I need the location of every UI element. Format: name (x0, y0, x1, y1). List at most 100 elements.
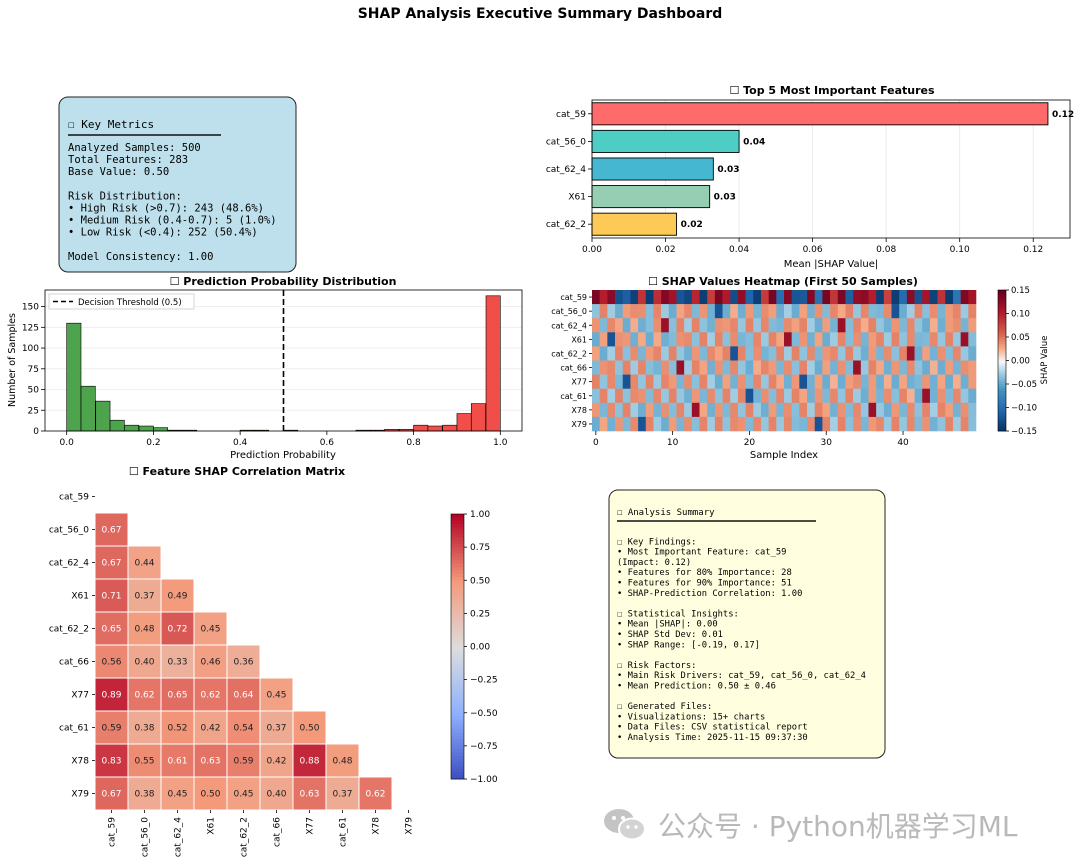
shap-heatmap-cell (661, 304, 670, 319)
shap-heatmap-cell (722, 304, 731, 319)
shap-colorbar-segment (998, 351, 1006, 354)
correlation-col-label: cat_66 (273, 817, 283, 847)
shap-heatmap-cell (768, 304, 777, 319)
correlation-colorbar-segment (451, 550, 464, 555)
shap-heatmap-cell (760, 332, 769, 347)
correlation-cell (193, 710, 228, 745)
correlation-colorbar-segment (451, 706, 464, 710)
key-metrics-line: Base Value: 0.50 (68, 166, 169, 178)
analysis-summary-line: • SHAP-Prediction Correlation: 1.00 (617, 589, 802, 599)
shap-heatmap-cell (906, 346, 915, 361)
shap-heatmap-cell (737, 374, 746, 389)
shap-heatmap-cell (868, 304, 877, 319)
histogram-title: ☐ Prediction Probability Distribution (170, 275, 397, 288)
shap-heatmap-cell (676, 346, 685, 361)
shap-heatmap-cell (676, 304, 685, 319)
shap-heatmap-cell (699, 318, 708, 333)
shap-heatmap-cell (807, 346, 816, 361)
shap-heatmap-cell (929, 318, 938, 333)
shap-heatmap-cell (845, 318, 854, 333)
shap-heatmap-cell (830, 388, 839, 404)
shap-heatmap-cell (868, 374, 877, 389)
shap-heatmap-cell (776, 388, 785, 404)
correlation-colorbar-segment (451, 676, 464, 681)
shap-heatmap-cell (730, 388, 739, 404)
shap-heatmap-cell (622, 346, 631, 361)
correlation-colorbar-segment (451, 712, 464, 717)
shap-colorbar-tick-label: −0.05 (1011, 380, 1037, 390)
shap-heatmap-cell (653, 318, 662, 333)
shap-heatmap-cell (960, 416, 969, 432)
top-features-xticks: 0.00 0.02 0.04 0.06 0.08 0.10 0.12 (582, 238, 1043, 255)
correlation-colorbar-segment (451, 765, 464, 770)
shap-heatmap-cell (922, 402, 931, 418)
histogram-legend-label: Decision Threshold (0.5) (78, 298, 182, 308)
correlation-colorbar-segment (451, 586, 464, 591)
shap-colorbar-tick-label: −0.15 (1011, 427, 1037, 437)
shap-heatmap-cell (699, 332, 708, 347)
shap-colorbar-tick-label: −0.10 (1011, 404, 1037, 414)
shap-heatmap-cell (814, 346, 823, 361)
shap-heatmap-cell (883, 318, 892, 333)
correlation-row-label: X61 (71, 592, 89, 602)
shap-heatmap-cell (630, 290, 639, 305)
shap-heatmap-cell (807, 416, 816, 432)
shap-heatmap-cell (630, 374, 639, 389)
shap-heatmap-cell (807, 360, 816, 375)
shap-heatmap-cell (899, 304, 908, 319)
histogram-bar (456, 413, 472, 432)
shap-heatmap-cell (807, 388, 816, 404)
correlation-colorbar-segment (451, 669, 464, 674)
shap-heatmap-cell (906, 290, 915, 305)
correlation-colorbar-segment (451, 742, 464, 747)
shap-heatmap-cell (699, 346, 708, 361)
correlation-colorbar-segment (451, 623, 464, 628)
shap-heatmap-cell (960, 402, 969, 418)
correlation-value: 0.67 (101, 526, 121, 536)
correlation-value: 0.62 (365, 790, 385, 800)
shap-heatmap-cell (691, 304, 700, 319)
shap-heatmap-cell (883, 304, 892, 319)
shap-colorbar-segment (998, 348, 1006, 352)
shap-heatmap-cell (952, 304, 961, 319)
shap-heatmap-cell (714, 388, 723, 404)
histogram-ytick-label: 75 (28, 365, 39, 375)
shap-heatmap-cell (860, 374, 869, 389)
shap-heatmap-cell (945, 346, 954, 361)
shap-heatmap-cell (753, 360, 762, 375)
correlation-colorbar-segment (451, 520, 464, 525)
correlation-value: 0.45 (200, 625, 220, 635)
shap-heatmap-cell (799, 416, 808, 432)
shap-heatmap-cell (799, 318, 808, 333)
shap-heatmap-cell (845, 304, 854, 319)
shap-heatmap-cell (684, 346, 693, 361)
shap-heatmap-cell (714, 332, 723, 347)
analysis-summary-line: ☐ Risk Factors: (617, 661, 696, 671)
shap-heatmap-cell (945, 304, 954, 319)
shap-colorbar-segment (998, 362, 1006, 366)
shap-heatmap-cell (760, 374, 769, 389)
correlation-cell (259, 677, 294, 712)
shap-heatmap-xtick-label: 30 (821, 438, 833, 448)
shap-heatmap-cell (645, 374, 654, 389)
shap-heatmap-cell (837, 374, 846, 389)
shap-heatmap-cell (960, 374, 969, 389)
correlation-colorbar-segment (451, 533, 464, 538)
correlation-colorbar-segment (451, 593, 464, 598)
shap-heatmap-cell (860, 402, 869, 418)
shap-heatmap-cell (822, 360, 831, 375)
shap-heatmap-cell (776, 416, 785, 432)
shap-heatmap-cell (929, 346, 938, 361)
correlation-cell (325, 776, 360, 811)
key-metrics-panel: ☐ Key Metrics Analyzed Samples: 500Total… (58, 96, 297, 273)
shap-colorbar-segment (998, 299, 1006, 303)
shap-heatmap-cell (745, 388, 754, 404)
shap-heatmap-cell (615, 388, 624, 404)
correlation-colorbar-segment (451, 759, 464, 763)
shap-heatmap-cell (860, 318, 869, 333)
shap-heatmap-cell (730, 416, 739, 432)
shap-colorbar-segment (998, 322, 1006, 326)
shap-heatmap-cell (776, 402, 785, 418)
shap-heatmap-cell (807, 374, 816, 389)
histogram-ytick-label: 25 (28, 406, 39, 416)
